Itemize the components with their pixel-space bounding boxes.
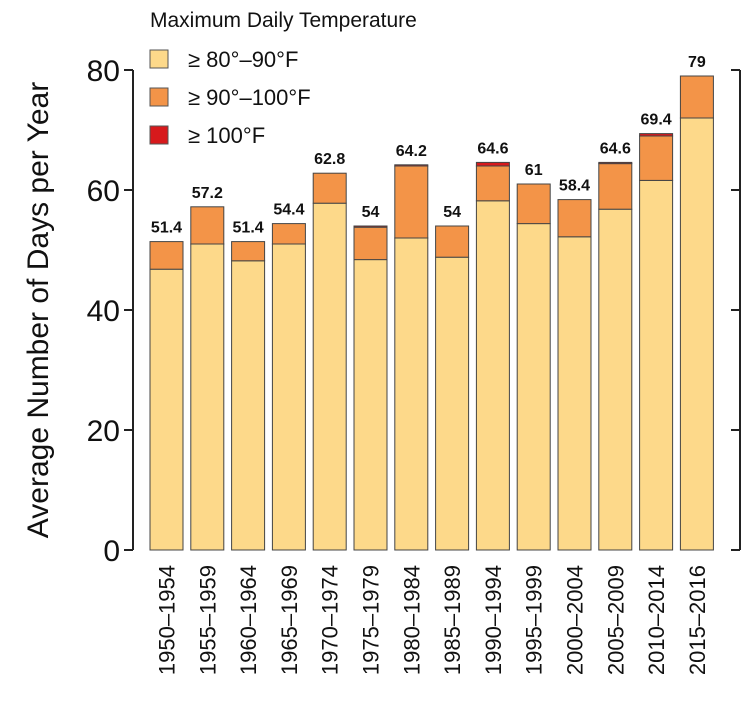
total-label: 57.2 <box>192 185 223 202</box>
legend-label: ≥ 100°F <box>188 123 265 148</box>
bar-segment <box>639 133 674 137</box>
total-label: 54 <box>362 204 380 221</box>
x-tick-label: 1950–1954 <box>155 565 180 675</box>
x-tick-label: 1960–1964 <box>236 565 261 675</box>
bar-segment <box>190 206 225 245</box>
bar-segment <box>312 202 347 551</box>
x-tick-label: 1970–1974 <box>318 565 343 675</box>
bar-segment <box>639 179 674 551</box>
x-tick-label: 1990–1994 <box>481 565 506 675</box>
x-tick-label: 1995–1999 <box>522 565 547 675</box>
bar-segment <box>516 223 551 551</box>
bar-segment <box>231 241 266 262</box>
bar-segment <box>679 117 714 551</box>
bar-segment <box>435 225 470 258</box>
bar-segment <box>353 226 388 261</box>
bar-segment <box>271 243 306 551</box>
bar-segment <box>435 256 470 551</box>
bar-segment <box>312 172 347 204</box>
bar-segment <box>394 164 429 167</box>
bar-segment <box>557 236 592 551</box>
bar-segment <box>557 199 592 238</box>
bar-segment <box>679 75 714 119</box>
x-tick-label: 1955–1959 <box>195 565 220 675</box>
bar-segment <box>475 200 510 551</box>
bar-segment <box>639 135 674 181</box>
legend-swatch <box>149 87 169 107</box>
bar-segment <box>475 161 510 167</box>
bar-segment <box>231 260 266 551</box>
bar-segment <box>149 268 184 551</box>
bar-segment <box>353 259 388 551</box>
bar-segment <box>598 161 633 165</box>
y-tick-label: 0 <box>103 535 120 568</box>
total-label: 64.2 <box>396 143 427 160</box>
bar-segment <box>598 163 633 210</box>
bar-segment <box>475 165 510 202</box>
bar-segment <box>598 208 633 551</box>
y-tick-label: 60 <box>87 175 120 208</box>
y-tick-label: 20 <box>87 415 120 448</box>
x-tick-label: 1965–1969 <box>277 565 302 675</box>
legend-label: ≥ 90°–100°F <box>188 85 311 110</box>
total-label: 51.4 <box>233 220 264 237</box>
legend-swatch <box>149 49 169 69</box>
y-tick-label: 40 <box>87 295 120 328</box>
x-tick-label: 1985–1989 <box>440 565 465 675</box>
bar-segment <box>149 241 184 270</box>
legend-label: ≥ 80°–90°F <box>188 47 298 72</box>
total-label: 64.6 <box>477 140 508 157</box>
x-tick-label: 2015–2016 <box>685 565 710 675</box>
y-tick-label: 80 <box>87 55 120 88</box>
bar-segment <box>394 237 429 551</box>
bar-segment <box>190 243 225 551</box>
x-tick-label: 1980–1984 <box>399 565 424 675</box>
total-label: 58.4 <box>559 178 590 195</box>
bar-segment <box>271 223 306 245</box>
total-label: 51.4 <box>151 220 182 237</box>
total-label: 79 <box>688 54 706 71</box>
total-label: 54.4 <box>273 202 304 219</box>
total-label: 69.4 <box>641 112 672 129</box>
legend-title: Maximum Daily Temperature <box>150 9 417 32</box>
x-tick-label: 1975–1979 <box>359 565 384 675</box>
x-tick-label: 2000–2004 <box>563 565 588 675</box>
bar-segment <box>394 165 429 239</box>
x-tick-label: 2005–2009 <box>603 565 628 675</box>
total-label: 62.8 <box>314 151 345 168</box>
bar-segment <box>516 183 551 225</box>
total-label: 61 <box>525 162 543 179</box>
legend-swatch <box>149 125 169 145</box>
x-tick-label: 2010–2014 <box>644 565 669 675</box>
y-axis-label: Average Number of Days per Year <box>22 82 55 538</box>
total-label: 64.6 <box>600 140 631 157</box>
total-label: 54 <box>443 204 461 221</box>
bar-segment <box>353 225 388 228</box>
